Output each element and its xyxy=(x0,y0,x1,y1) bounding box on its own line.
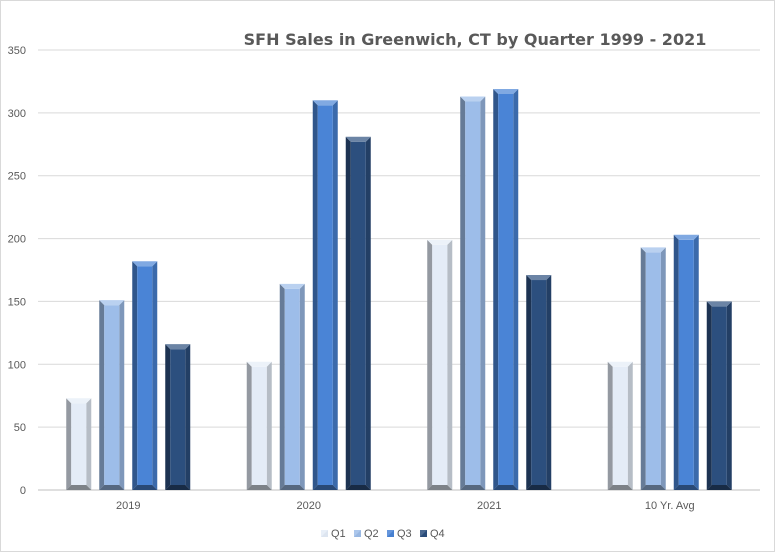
bar-groups xyxy=(66,88,732,491)
bar-group-2020 xyxy=(246,100,371,491)
legend-item-q4: Q4 xyxy=(420,528,445,540)
y-axis-ticks: 0 50 100 150 200 250 300 350 xyxy=(8,45,26,497)
bar-q3-10-yr-avg xyxy=(673,234,699,490)
y-tick-label: 50 xyxy=(14,422,26,434)
bar-q3-2021 xyxy=(493,88,519,490)
legend-item-q1: Q1 xyxy=(321,528,346,540)
bar-q4-2021 xyxy=(526,275,552,490)
legend-item-q2: Q2 xyxy=(354,528,379,540)
gridlines xyxy=(38,49,760,491)
x-axis-ticks: 2019 2020 2021 10 Yr. Avg xyxy=(116,500,695,512)
bar-q2-2019 xyxy=(99,300,125,490)
bar-q3-2019 xyxy=(132,261,158,490)
bar-group-2021 xyxy=(427,88,552,490)
legend-label: Q1 xyxy=(331,528,346,540)
bar-q4-2019 xyxy=(165,344,191,490)
bar-q2-2021 xyxy=(460,96,486,490)
bar-q4-2020 xyxy=(345,136,371,490)
chart-title: SFH Sales in Greenwich, CT by Quarter 19… xyxy=(243,30,707,49)
bar-group-10-yr-avg xyxy=(607,234,732,490)
y-tick-label: 100 xyxy=(8,359,26,371)
bar-q3-2020 xyxy=(312,100,338,491)
bar-q1-2021 xyxy=(427,239,453,490)
y-tick-label: 350 xyxy=(8,45,26,57)
legend-item-q3: Q3 xyxy=(387,528,412,540)
legend: Q1 Q2 Q3 Q4 xyxy=(321,528,445,540)
bar-group-2019 xyxy=(66,261,191,490)
y-tick-label: 150 xyxy=(8,296,26,308)
legend-label: Q2 xyxy=(364,528,379,540)
bar-q1-10-yr-avg xyxy=(607,361,633,490)
bar-q1-2019 xyxy=(66,398,92,490)
x-tick-label: 2021 xyxy=(477,500,501,512)
x-tick-label: 10 Yr. Avg xyxy=(645,500,695,512)
legend-label: Q4 xyxy=(430,528,445,540)
y-tick-label: 300 xyxy=(8,108,26,120)
x-tick-label: 2019 xyxy=(116,500,140,512)
x-tick-label: 2020 xyxy=(297,500,321,512)
bar-q2-2020 xyxy=(279,283,305,490)
y-tick-label: 0 xyxy=(20,485,26,497)
bar-q1-2020 xyxy=(246,361,272,490)
bar-q4-10-yr-avg xyxy=(706,301,732,490)
legend-label: Q3 xyxy=(397,528,412,540)
bar-q2-10-yr-avg xyxy=(640,247,666,490)
y-tick-label: 200 xyxy=(8,234,26,246)
y-tick-label: 250 xyxy=(8,171,26,183)
